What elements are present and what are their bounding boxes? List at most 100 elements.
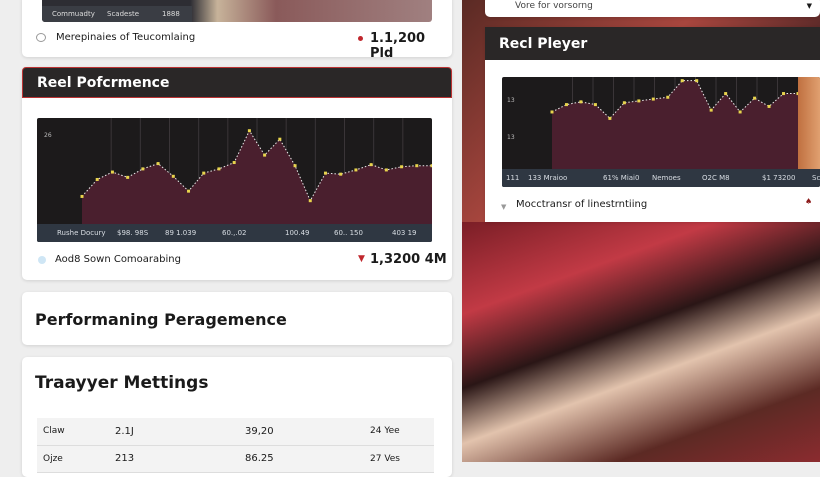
cell: Claw: [37, 418, 109, 446]
data-point: [384, 168, 388, 172]
status-dot-icon: [358, 36, 363, 41]
data-point: [709, 108, 713, 112]
reel-performance-card: Reel Pofcrmence 26 Rushe Docury $98. 98S 8…: [22, 67, 452, 280]
reel-performance-chart: 26 Rushe Docury $98. 98S 89 1.039 60.,.02 10…: [37, 118, 432, 242]
cell: 86.25: [239, 445, 364, 473]
data-point: [141, 167, 145, 171]
data-point: [202, 171, 206, 175]
footer-label: Aod8 Sown Comoarabing: [55, 254, 181, 265]
hero-image-strip: Commuadty Scadeste 1888: [42, 0, 432, 22]
data-point: [323, 171, 327, 175]
data-point: [232, 161, 236, 165]
data-point: [263, 153, 267, 157]
data-point: [622, 101, 626, 105]
reel-player-footer: Mocctransr of linestrntiing: [516, 199, 648, 210]
x-tick-label: 133 Mraioo: [528, 174, 568, 182]
series-line: [551, 80, 798, 120]
footer-value: 1,3200 4M: [370, 252, 447, 267]
series-line: [81, 129, 432, 202]
data-point: [308, 199, 312, 203]
data-point: [156, 162, 160, 166]
data-point: [187, 189, 191, 193]
x-tick-label: 111: [506, 174, 520, 182]
y-tick: 13: [507, 97, 515, 104]
reel-player-card: Recl Pleyer 13 13 111 133 Mraioo 61% Miai0…: [485, 27, 820, 222]
meetings-table: Claw 2.1J 39,20 24 Yee Ojze 213 86.25 27…: [37, 418, 434, 473]
x-tick-label: $98. 98S: [117, 229, 149, 237]
meetings-title: Traayyer Mettings: [35, 373, 209, 393]
x-tick-label: O2C M8: [702, 174, 730, 182]
x-tick-label: $1 73200: [762, 174, 796, 182]
summary-card: Commuadty Scadeste 1888 Merepinaies of T…: [22, 0, 452, 61]
data-point: [767, 104, 771, 108]
legend-dot-icon: [38, 255, 46, 264]
summary-label: Merepinaies of Teucomlaing: [56, 32, 196, 43]
data-point: [753, 96, 757, 100]
data-point: [95, 177, 99, 181]
tab-scadeste[interactable]: Scadeste: [107, 10, 140, 18]
data-point: [608, 116, 612, 120]
data-point: [666, 95, 670, 99]
data-point: [637, 99, 641, 103]
y-tick: 26: [44, 132, 52, 139]
x-tick-label: 61% Miai0: [603, 174, 640, 182]
data-point: [579, 100, 583, 104]
collapse-icon[interactable]: ▼: [501, 203, 507, 211]
x-tick-label: 100.49: [285, 229, 310, 237]
x-tick-label: Nemoes: [652, 174, 681, 182]
reel-performance-title: Reel Pofcrmence: [37, 74, 170, 91]
performance-card[interactable]: Performaning Peragemence: [22, 292, 452, 345]
caret-icon[interactable]: ▼: [806, 2, 812, 10]
x-tick-label: 60.,.02: [222, 229, 247, 237]
data-point: [724, 92, 728, 96]
data-point: [695, 79, 699, 83]
table-row[interactable]: Claw 2.1J 39,20 24 Yee: [37, 418, 434, 446]
data-point: [339, 172, 343, 176]
tab-community[interactable]: Commuadty: [52, 10, 95, 18]
data-point: [293, 164, 297, 168]
cell: 39,20: [239, 418, 364, 446]
comment-icon: [36, 33, 46, 42]
data-point: [80, 194, 84, 198]
data-point: [564, 103, 568, 107]
data-point: [738, 110, 742, 114]
data-point: [171, 174, 175, 178]
data-point: [354, 168, 358, 172]
right-top-card: Vore for vorsorng ▼: [485, 0, 820, 17]
reel-player-chart: 13 13 111 133 Mraioo 61% Miai0 Nemoes O2C M8…: [502, 77, 820, 187]
meetings-card: Traayyer Mettings Claw 2.1J 39,20 24 Yee…: [22, 357, 452, 477]
data-point: [369, 163, 373, 167]
cell: Ojze: [37, 445, 109, 473]
x-tick-label: 60.. 150: [334, 229, 363, 237]
x-tick-label: Sc: [812, 174, 820, 182]
poker-table-photo: [462, 222, 820, 462]
right-top-label: Vore for vorsorng: [515, 1, 593, 11]
cell: 2.1J: [109, 418, 239, 446]
pin-icon[interactable]: ♠: [805, 197, 813, 206]
data-point: [593, 103, 597, 107]
data-point: [680, 79, 684, 83]
cell: 27 Ves: [364, 445, 434, 473]
cell: 24 Yee: [364, 418, 434, 446]
data-point: [550, 110, 554, 114]
trend-down-icon: ▼: [358, 254, 365, 264]
performance-title: Performaning Peragemence: [35, 310, 287, 329]
data-point: [651, 97, 655, 101]
data-point: [400, 165, 404, 169]
reel-performance-header: Reel Pofcrmence: [22, 67, 452, 98]
data-point: [430, 164, 432, 168]
data-point: [415, 164, 419, 168]
reel-player-title: Recl Pleyer: [499, 35, 588, 52]
data-point: [217, 167, 221, 171]
cell: 213: [109, 445, 239, 473]
x-tick-label: Rushe Docury: [57, 229, 106, 237]
data-point: [110, 170, 114, 174]
x-tick-label: 403 19: [392, 229, 417, 237]
reel-player-header: Recl Pleyer: [485, 27, 820, 60]
chart-plot: [80, 118, 432, 224]
tab-1888[interactable]: 1888: [162, 10, 180, 18]
summary-value: 1.1,200 Pld: [370, 31, 426, 61]
data-point: [782, 92, 786, 96]
data-point: [278, 137, 282, 141]
table-row[interactable]: Ojze 213 86.25 27 Ves: [37, 445, 434, 473]
